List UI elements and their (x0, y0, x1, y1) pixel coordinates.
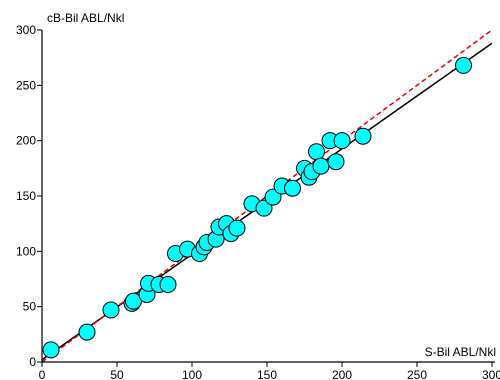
x-tick-label: 100 (182, 368, 202, 380)
y-tick-label: 100 (16, 244, 36, 258)
y-tick-label: 250 (16, 78, 36, 92)
ticks-layer: 0 50 100 150 200 250 300 0 50 100 150 200 250 300 (16, 23, 500, 380)
data-point (78, 323, 96, 341)
y-tick-label: 300 (16, 23, 36, 37)
x-tick-label: 0 (39, 368, 46, 380)
identity-line (41, 29, 493, 363)
data-point (228, 219, 246, 237)
data-point (455, 56, 472, 74)
data-point (255, 199, 273, 217)
points-layer (42, 56, 472, 359)
data-point (264, 188, 282, 206)
data-point (308, 143, 325, 161)
x-tick-label: 250 (407, 368, 427, 380)
data-point (312, 157, 330, 175)
data-point (159, 276, 177, 294)
x-tick-label: 300 (482, 368, 500, 380)
data-point (327, 153, 345, 171)
data-point (354, 127, 372, 145)
y-tick-label: 50 (23, 300, 37, 314)
data-point (42, 341, 60, 359)
x-tick-label: 200 (332, 368, 352, 380)
data-point (333, 132, 351, 150)
y-axis-label: cB-Bil ABL/Nkl (47, 11, 124, 25)
y-tick-label: 0 (29, 355, 36, 369)
data-point (284, 179, 301, 197)
x-tick-label: 50 (110, 368, 124, 380)
x-tick-label: 150 (257, 368, 277, 380)
y-tick-label: 150 (16, 189, 36, 203)
data-point (102, 301, 120, 319)
x-axis-label: S-Bil ABL/Nkl (425, 345, 496, 359)
data-point (125, 292, 142, 310)
y-tick-label: 200 (16, 134, 36, 148)
